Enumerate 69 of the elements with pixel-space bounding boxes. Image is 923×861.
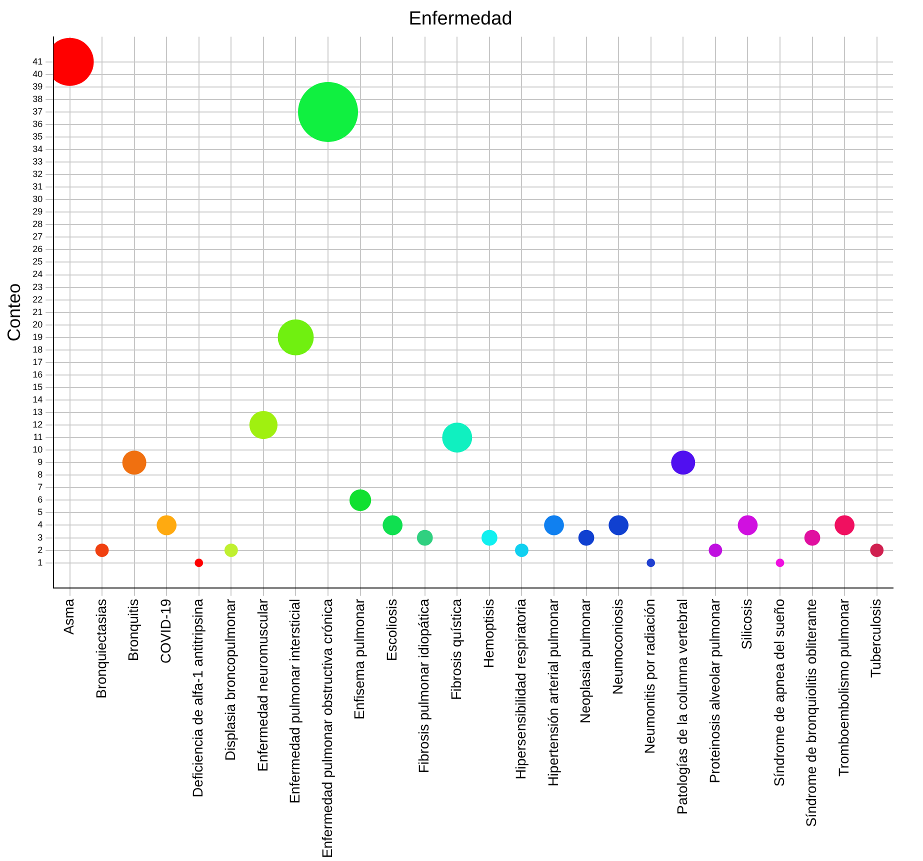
y-tick-label: 15 bbox=[32, 382, 43, 392]
y-tick-label: 14 bbox=[32, 394, 43, 404]
y-tick-label: 27 bbox=[32, 232, 43, 242]
y-tick-label: 12 bbox=[32, 420, 43, 430]
y-tick-label: 25 bbox=[32, 256, 43, 267]
x-tick-label: Hemoptisis bbox=[480, 598, 496, 668]
x-tick-label: Síndrome de apnea del sueño bbox=[770, 598, 787, 786]
y-tick-label: 4 bbox=[38, 520, 43, 530]
y-tick-label: 20 bbox=[32, 319, 43, 330]
y-tick-label: 38 bbox=[32, 94, 43, 104]
y-tick-label: 24 bbox=[32, 269, 43, 280]
y-tick-label: 10 bbox=[32, 444, 43, 455]
y-tick-label: 34 bbox=[32, 144, 43, 154]
x-tick-label: Hipersensibilidad respiratoria bbox=[512, 598, 529, 780]
y-tick-label: 19 bbox=[32, 332, 43, 342]
x-tick-label: Asma bbox=[60, 598, 77, 635]
y-axis-title: Conteo bbox=[4, 283, 24, 342]
x-tick-label: Enfermedad pulmonar obstructiva crónica bbox=[318, 598, 335, 858]
y-tick-label: 28 bbox=[32, 219, 43, 230]
y-tick-label: 13 bbox=[32, 407, 43, 418]
x-tick-label: COVID-19 bbox=[157, 598, 174, 664]
y-tick-label: 30 bbox=[32, 194, 43, 204]
x-tick-label: Displasia broncopulmonar bbox=[222, 598, 238, 761]
x-tick-label: Neoplasia pulmonar bbox=[577, 598, 594, 724]
x-tick-label: Patologías de la columna vertebral bbox=[674, 598, 690, 814]
y-tick-label: 16 bbox=[32, 369, 43, 380]
x-tick-label: Deficiencia de alfa-1 antitripsina bbox=[190, 598, 206, 798]
y-tick-label: 11 bbox=[33, 432, 43, 442]
x-tick-label: Silicosis bbox=[738, 598, 755, 650]
y-tick-label: 35 bbox=[32, 131, 43, 142]
y-tick-label: 7 bbox=[38, 482, 43, 492]
x-tick-label: Bronquitis bbox=[125, 598, 142, 662]
y-tick-label: 17 bbox=[32, 356, 43, 367]
x-tick-label: Fibrosis quística bbox=[448, 598, 464, 700]
y-tick-label: 6 bbox=[38, 494, 43, 505]
y-tick-label: 21 bbox=[32, 306, 43, 317]
x-tick-label: Tromboembolismo pulmonar bbox=[835, 598, 852, 777]
y-tick-label: 2 bbox=[38, 544, 43, 555]
x-tick-label: Enfermedad pulmonar intersticial bbox=[286, 598, 303, 804]
y-tick-label: 5 bbox=[38, 507, 43, 518]
y-tick-label: 33 bbox=[32, 156, 43, 167]
x-tick-label: Neumonitis por radiación bbox=[642, 598, 658, 754]
y-tick-label: 1 bbox=[38, 557, 43, 568]
y-tick-label: 22 bbox=[32, 294, 43, 304]
x-tick-label: Fibrosis pulmonar idiopática bbox=[416, 598, 432, 774]
y-tick-label: 3 bbox=[38, 532, 43, 542]
y-tick-label: 23 bbox=[32, 282, 43, 292]
x-tick-label: Enfisema pulmonar bbox=[351, 598, 368, 720]
x-tick-label: Enfermedad neuromuscular bbox=[254, 598, 270, 772]
y-tick-label: 9 bbox=[38, 457, 43, 468]
x-tick-label: Tuberculosis bbox=[868, 598, 884, 678]
y-tick-label: 41 bbox=[32, 56, 43, 66]
x-tick-label: Bronquiectasias bbox=[92, 598, 109, 698]
y-tick-label: 37 bbox=[32, 106, 43, 116]
y-tick-label: 32 bbox=[32, 169, 43, 180]
x-tick-label: Proteinosis alveolar pulmonar bbox=[706, 598, 722, 784]
y-tick-label: 36 bbox=[32, 118, 43, 129]
y-tick-label: 8 bbox=[38, 470, 43, 480]
y-tick-label: 29 bbox=[32, 206, 43, 217]
x-tick-label: Escoliosis bbox=[383, 598, 400, 662]
x-tick-label: Síndrome de bronquiolitis obliterante bbox=[803, 598, 820, 827]
y-tick-label: 40 bbox=[32, 68, 43, 79]
x-tick-label: Hipertensión arterial pulmonar bbox=[544, 598, 561, 786]
x-axis-title: Enfermedad bbox=[408, 8, 512, 30]
y-tick-label: 18 bbox=[32, 344, 43, 354]
y-tick-label: 31 bbox=[32, 182, 43, 192]
x-tick-label: Neumoconiosis bbox=[609, 598, 626, 695]
y-tick-label: 39 bbox=[32, 81, 43, 92]
y-tick-label: 26 bbox=[32, 244, 43, 254]
